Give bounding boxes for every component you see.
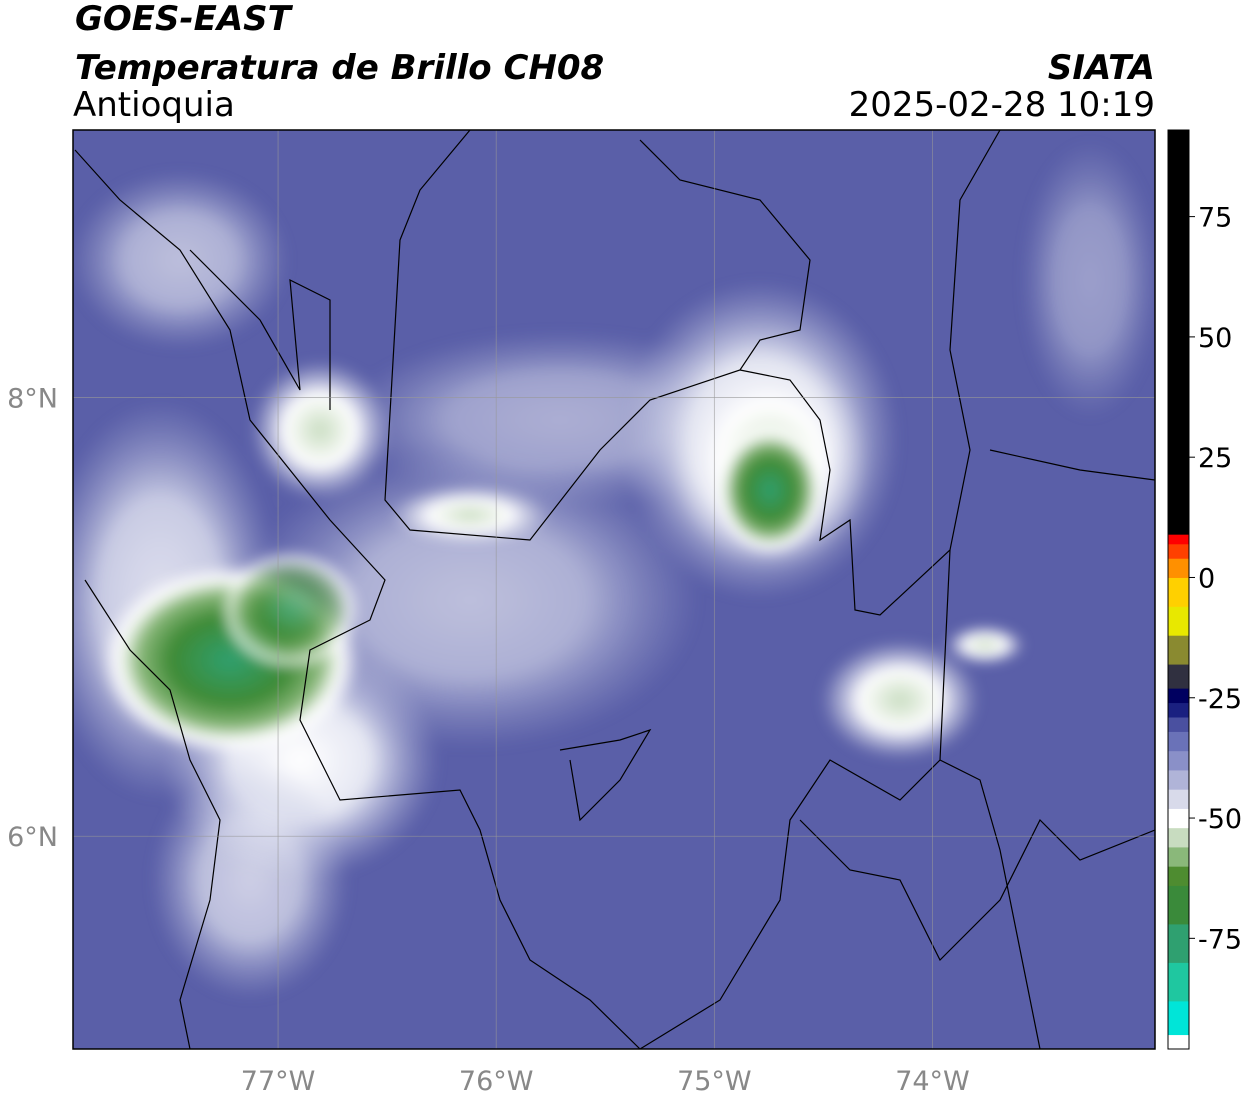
colorbar-band	[1168, 543, 1189, 559]
colorbar-band	[1168, 130, 1189, 535]
colorbar-frame	[1167, 129, 1190, 1050]
x-tick-label: 75°W	[677, 1066, 752, 1097]
colorbar-tick-label: 0	[1198, 563, 1215, 594]
colorbar-band	[1168, 1034, 1189, 1050]
y-tick-label: 8°N	[7, 384, 58, 415]
title: GOES-EAST	[75, 0, 294, 39]
graticule	[73, 130, 1155, 1049]
colorbar-band	[1168, 577, 1189, 607]
colorbar-band	[1168, 808, 1189, 829]
colorbar-tick-label: -25	[1198, 684, 1242, 715]
x-tick-label: 74°W	[895, 1066, 970, 1097]
colorbar-tick-label: 25	[1198, 443, 1232, 474]
colorbar-band	[1168, 923, 1189, 963]
colorbar-band	[1168, 664, 1189, 689]
x-tick-label: 76°W	[459, 1066, 534, 1097]
colorbar-band	[1168, 750, 1189, 771]
y-tick-label: 6°N	[7, 822, 58, 853]
colorbar-tick-label: 50	[1198, 323, 1232, 354]
colorbar-band	[1168, 885, 1189, 925]
colorbar-tick-label: 75	[1198, 203, 1232, 234]
colorbar-band	[1168, 846, 1189, 867]
colorbar	[1168, 130, 1195, 1050]
colorbar-band	[1168, 717, 1189, 732]
region: Antioquia	[73, 85, 235, 125]
map-image	[73, 130, 1155, 1049]
subtitle: Temperatura de Brillo CH08	[75, 48, 604, 88]
colorbar-band	[1168, 635, 1189, 665]
colorbar-tick-label: -50	[1198, 804, 1242, 835]
map-frame	[72, 129, 1156, 1050]
colorbar-band	[1168, 688, 1189, 704]
colorbar-band	[1168, 962, 1189, 1002]
colorbar-band	[1168, 789, 1189, 809]
colorbar-band	[1168, 534, 1189, 545]
colorbar-band	[1168, 866, 1189, 886]
source: SIATA	[1048, 48, 1155, 88]
colorbar-band	[1168, 702, 1189, 718]
colorbar-band	[1168, 769, 1189, 790]
colorbar-band	[1168, 606, 1189, 636]
colorbar-tick-label: -75	[1198, 924, 1242, 955]
colorbar-band	[1168, 827, 1189, 848]
datetime: 2025-02-28 10:19	[849, 85, 1155, 125]
colorbar-band	[1168, 731, 1189, 752]
colorbar-band	[1168, 558, 1189, 578]
colorbar-band	[1168, 1000, 1189, 1036]
x-tick-label: 77°W	[241, 1066, 316, 1097]
